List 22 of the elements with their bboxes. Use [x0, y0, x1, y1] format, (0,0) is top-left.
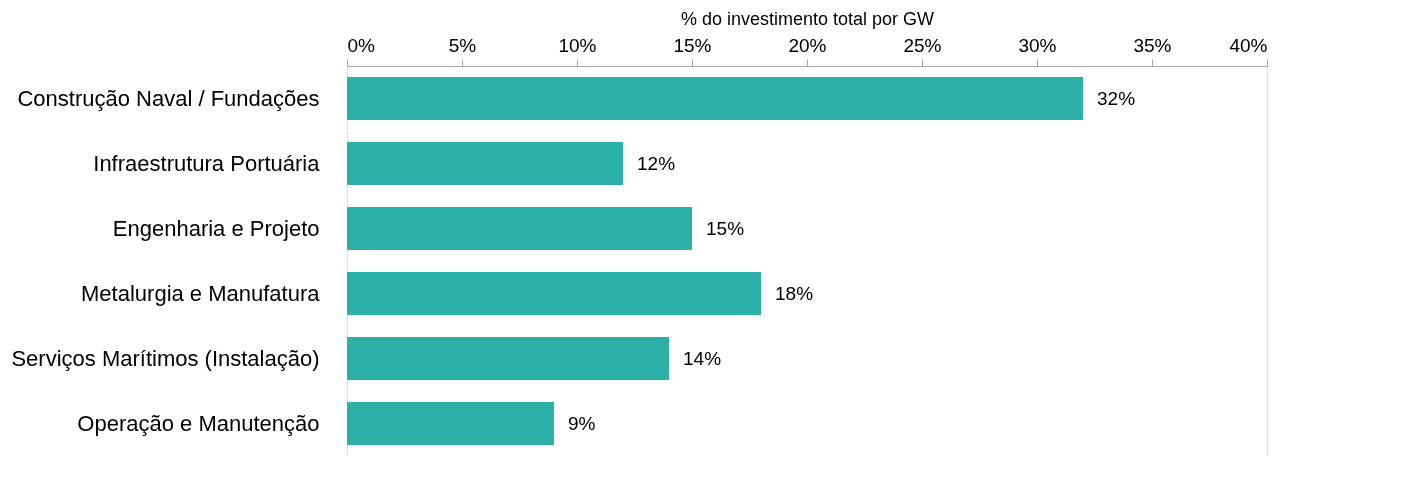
x-tick-label: 35% [1133, 34, 1172, 56]
data-label: 9% [568, 412, 596, 434]
data-label: 15% [706, 217, 745, 239]
data-label: 14% [683, 347, 722, 369]
y-tick-label: Construção Naval / Fundações [17, 85, 320, 111]
data-label: 32% [1097, 87, 1136, 109]
y-tick-label: Serviços Marítimos (Instalação) [11, 345, 320, 371]
data-label: 12% [637, 152, 676, 174]
x-tick-label: 5% [448, 34, 477, 56]
x-tick-label: 40% [1229, 34, 1268, 56]
x-tick-label: 25% [903, 34, 942, 56]
y-tick-label: Engenharia e Projeto [112, 215, 320, 241]
x-tick-label: 15% [673, 34, 712, 56]
y-tick-label: Operação e Manutenção [77, 410, 320, 436]
x-tick-label: 10% [558, 34, 597, 56]
x-tick-label: 20% [788, 34, 827, 56]
data-label: 18% [775, 282, 814, 304]
x-axis-title: % do investimento total por GW [680, 8, 935, 29]
y-tick-label: Metalurgia e Manufatura [81, 280, 321, 306]
y-tick-label: Infraestrutura Portuária [93, 150, 321, 176]
x-tick-label: 30% [1018, 34, 1057, 56]
x-tick-label: 0% [347, 34, 376, 56]
